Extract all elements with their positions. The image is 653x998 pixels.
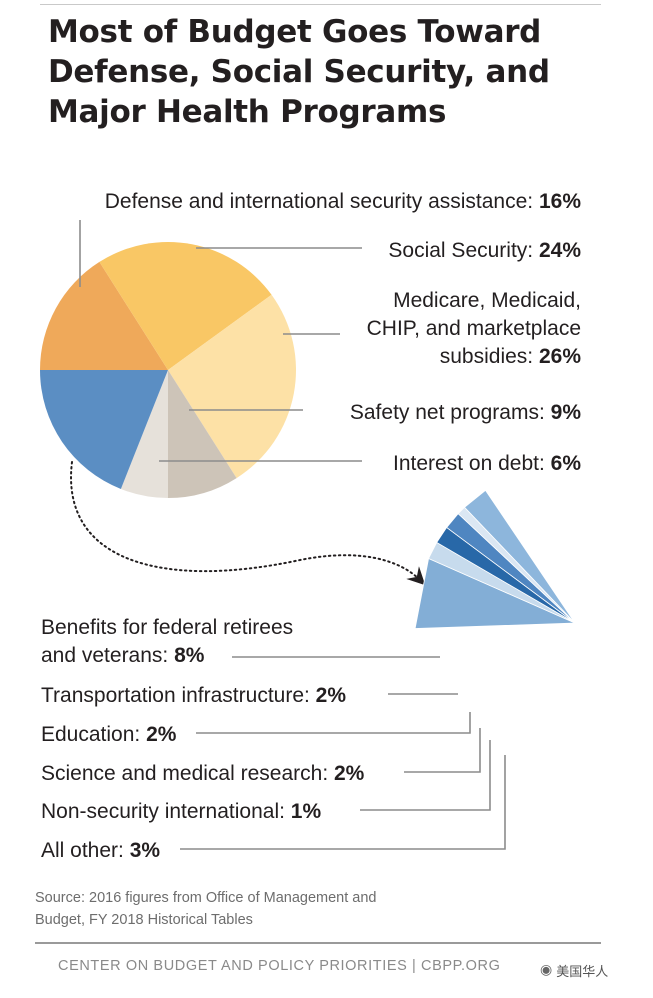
- watermark-text: 美国华人: [556, 964, 609, 980]
- value-science-and-medical-research: 2%: [334, 762, 365, 785]
- value-social-security: 24%: [539, 239, 581, 262]
- bottom-rule: [35, 942, 601, 944]
- dotted-arrow-connector: [70, 461, 426, 586]
- source-line-1: Source: 2016 figures from Office of Mana…: [35, 890, 377, 906]
- value-non-security-international: 1%: [291, 800, 322, 823]
- title-line-2: Defense, Social Security, and: [48, 54, 550, 90]
- label-medicare-medicaid-chip-and-marketplace-subsidies-line-2: CHIP, and marketplace: [367, 317, 581, 340]
- label-social-security: Social Security: 24%: [388, 239, 581, 262]
- breakdown-wedge-fan: [414, 489, 576, 630]
- watermark: ◉ 美国华人: [540, 961, 640, 980]
- value-safety-net-programs: 9%: [551, 401, 582, 424]
- top-rule: [40, 4, 601, 5]
- source-line-2: Budget, FY 2018 Historical Tables: [35, 912, 253, 928]
- leader-non-security-international: [360, 740, 491, 811]
- value-education: 2%: [146, 723, 177, 746]
- pie-slice-defense-and-international-security-assistance: [40, 261, 168, 370]
- title-line-3: Major Health Programs: [48, 94, 447, 130]
- pie-slice-safety-net-programs: [168, 370, 237, 498]
- label-benefits-for-federal-retirees-and-veterans-line-2: and veterans: 8%: [41, 644, 205, 667]
- label-medicare-medicaid-chip-and-marketplace-subsidies-line-1: Medicare, Medicaid,: [393, 289, 581, 312]
- main-pie: [40, 242, 296, 498]
- leader-all-other: [180, 755, 506, 850]
- value-interest-on-debt: 6%: [551, 452, 582, 475]
- chart-title: Most of Budget Goes Toward Defense, Soci…: [48, 12, 608, 132]
- source-note: Source: 2016 figures from Office of Mana…: [35, 887, 535, 931]
- label-interest-on-debt: Interest on debt: 6%: [393, 452, 581, 475]
- label-science-and-medical-research: Science and medical research: 2%: [41, 762, 365, 785]
- label-transportation-infrastructure: Transportation infrastructure: 2%: [41, 684, 346, 707]
- label-defense-and-international-security-assistance: Defense and international security assis…: [105, 190, 582, 213]
- pie-slice-medicare-medicaid-chip-and-marketplace-subsidies: [168, 294, 296, 479]
- value-benefits-for-federal-retirees-and-veterans: 8%: [174, 644, 205, 667]
- leader-science-and-medical-research: [404, 728, 481, 773]
- footer-credit: CENTER ON BUDGET AND POLICY PRIORITIES |…: [58, 958, 501, 974]
- label-benefits-for-federal-retirees-and-veterans-line-1: Benefits for federal retirees: [41, 616, 293, 639]
- label-non-security-international: Non-security international: 1%: [41, 800, 321, 823]
- label-education: Education: 2%: [41, 723, 177, 746]
- pie-slice-social-security: [99, 242, 272, 370]
- label-all-other: All other: 3%: [41, 839, 160, 862]
- breakdown-labels: Benefits for federal retirees and veteran…: [41, 616, 365, 862]
- pie-slice-interest-on-debt: [120, 370, 168, 498]
- value-all-other: 3%: [130, 839, 161, 862]
- leader-education: [196, 712, 471, 734]
- main-pie-labels: Defense and international security assis…: [105, 190, 582, 475]
- breakdown-wedge-all-other: [463, 489, 576, 624]
- label-medicare-medicaid-chip-and-marketplace-subsidies-line-3: subsidies: 26%: [440, 345, 582, 368]
- wechat-icon: ◉: [540, 962, 553, 978]
- value-transportation-infrastructure: 2%: [316, 684, 347, 707]
- pie-slice-other-see-breakdown: [40, 370, 168, 490]
- breakdown-leader-lines: [180, 656, 506, 850]
- value-medicare-medicaid-chip-and-marketplace-subsidies: 26%: [539, 345, 581, 368]
- value-defense-and-international-security-assistance: 16%: [539, 190, 581, 213]
- title-line-1: Most of Budget Goes Toward: [48, 14, 542, 50]
- label-safety-net-programs: Safety net programs: 9%: [350, 401, 581, 424]
- main-pie-leader-lines: [79, 220, 362, 462]
